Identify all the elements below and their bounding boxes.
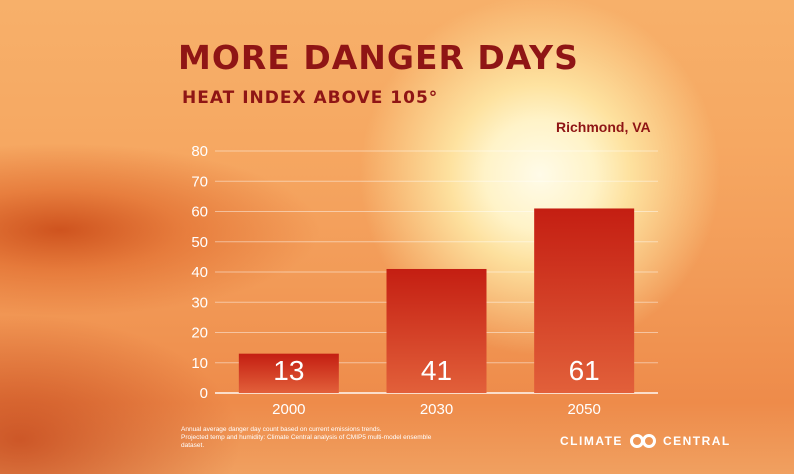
climate-central-logo: CLIMATE CENTRAL: [560, 432, 731, 450]
y-tick-label: 40: [191, 264, 208, 281]
x-axis-ticks: 2000 2030 2050: [272, 401, 601, 418]
bar-2030: [386, 268, 487, 393]
y-tick-label: 50: [191, 234, 208, 251]
data-label: 13: [273, 355, 304, 386]
bar-2050: [534, 208, 635, 393]
data-labels: 13 41 61: [273, 355, 599, 386]
logo-rings-icon: [629, 434, 656, 448]
bars: [238, 208, 635, 393]
y-tick-label: 0: [200, 385, 208, 402]
chart-subtitle: HEAT INDEX ABOVE 105°: [182, 88, 439, 108]
logo-text-right: CENTRAL: [662, 434, 731, 448]
y-axis-ticks: 0 10 20 30 40 50 60 70 80: [191, 143, 208, 402]
data-label: 61: [569, 355, 600, 386]
x-tick-label: 2030: [420, 401, 453, 418]
y-tick-label: 80: [191, 143, 208, 160]
y-tick-label: 60: [191, 204, 208, 221]
data-label: 41: [421, 355, 452, 386]
footnote-line: Annual average danger day count based on…: [181, 426, 382, 433]
bar-2000: [238, 353, 339, 393]
footnote-line: dataset.: [181, 442, 205, 449]
footnote-line: Projected temp and humidity: Climate Cen…: [181, 434, 432, 441]
footnote: Annual average danger day count based on…: [181, 426, 461, 450]
y-tick-label: 20: [191, 325, 208, 342]
chart-title: MORE DANGER DAYS: [178, 38, 579, 77]
x-tick-label: 2050: [567, 401, 600, 418]
y-tick-label: 30: [191, 294, 208, 311]
x-tick-label: 2000: [272, 401, 305, 418]
y-tick-label: 70: [191, 173, 208, 190]
logo-text-left: CLIMATE: [560, 434, 623, 448]
y-tick-label: 10: [191, 355, 208, 372]
location-label: Richmond, VA: [556, 119, 651, 135]
